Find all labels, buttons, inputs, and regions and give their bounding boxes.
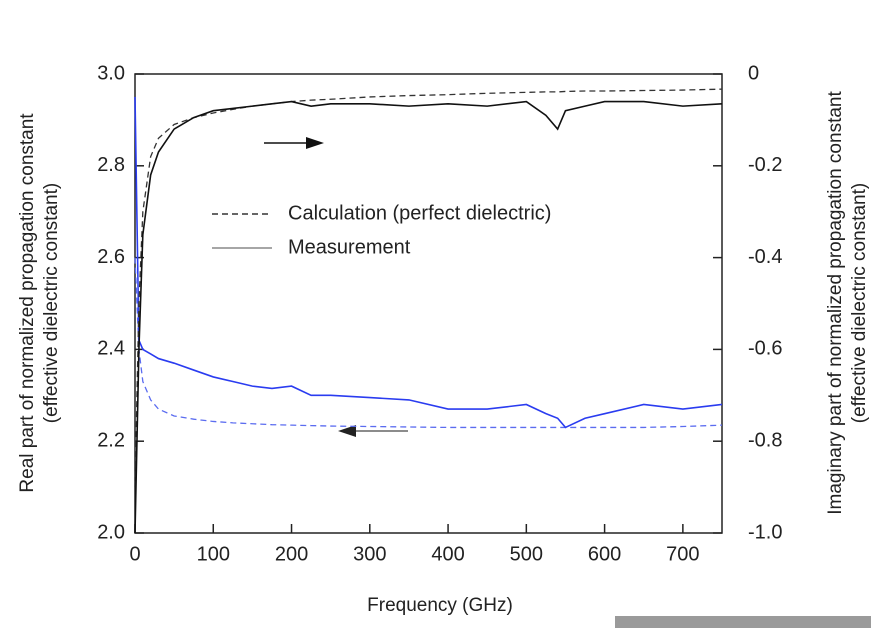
x-tick-label: 400 bbox=[431, 543, 464, 565]
legend-label: Measurement bbox=[288, 236, 411, 258]
y2-axis-label-line: (effective dielectric constant) bbox=[849, 183, 870, 423]
y-axis-label-line: Real part of normalized propagation cons… bbox=[17, 113, 38, 493]
series-line bbox=[134, 257, 723, 429]
y-tick-label: 2.2 bbox=[97, 429, 125, 451]
annotation-arrow bbox=[338, 425, 408, 437]
y-tick-label: 2.6 bbox=[97, 246, 125, 268]
y-tick-label: 2.8 bbox=[97, 154, 125, 176]
legend-label: Calculation (perfect dielectric) bbox=[288, 202, 551, 224]
x-tick-label: 500 bbox=[510, 543, 543, 565]
arrow-head bbox=[338, 425, 356, 437]
y2-axis-label: Imaginary part of normalized propagation… bbox=[825, 91, 870, 515]
x-tick-label: 0 bbox=[129, 543, 140, 565]
y2-tick-label: -0.4 bbox=[748, 246, 782, 268]
series-line bbox=[134, 100, 723, 534]
x-tick-label: 200 bbox=[275, 543, 308, 565]
x-tick-label: 100 bbox=[197, 543, 230, 565]
x-tick-label: 700 bbox=[666, 543, 699, 565]
arrow-head bbox=[306, 137, 324, 149]
y2-tick-label: -1.0 bbox=[748, 521, 782, 543]
y-axis-label-line: (effective dielectric constant) bbox=[41, 183, 62, 423]
annotation-arrow bbox=[264, 137, 324, 149]
x-axis-label: Frequency (GHz) bbox=[367, 595, 513, 616]
y-axis-label: Real part of normalized propagation cons… bbox=[17, 113, 62, 493]
series-line bbox=[134, 88, 723, 488]
y2-tick-label: -0.2 bbox=[748, 154, 782, 176]
y2-tick-label: 0 bbox=[748, 62, 759, 84]
y2-tick-label: -0.6 bbox=[748, 338, 782, 360]
y-tick-label: 2.4 bbox=[97, 338, 125, 360]
image-artifact bbox=[615, 616, 871, 628]
y-tick-label: 3.0 bbox=[97, 62, 125, 84]
y2-axis-label-line: Imaginary part of normalized propagation… bbox=[825, 91, 846, 515]
x-tick-label: 600 bbox=[588, 543, 621, 565]
series-line bbox=[134, 96, 723, 429]
plot-frame bbox=[134, 73, 723, 534]
y2-tick-label: -0.8 bbox=[748, 429, 782, 451]
y-tick-label: 2.0 bbox=[97, 521, 125, 543]
x-tick-label: 300 bbox=[353, 543, 386, 565]
